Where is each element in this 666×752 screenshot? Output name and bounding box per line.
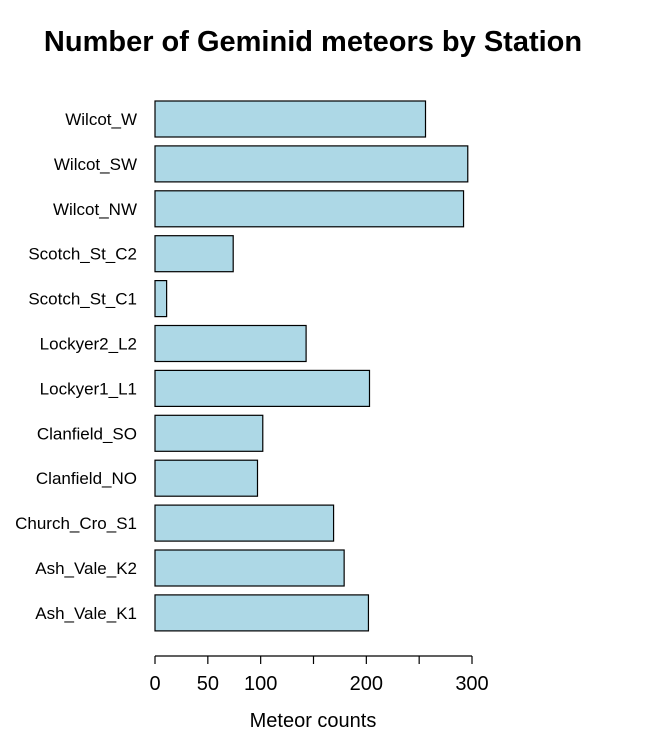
bar-lockyer1-l1 [154, 369, 371, 407]
category-label: Wilcot_W [65, 110, 137, 129]
category-label: Ash_Vale_K2 [35, 559, 137, 578]
x-tick-label: 50 [197, 673, 219, 695]
category-labels: Wilcot_W Wilcot_SW Wilcot_NW Scotch_St_C2 Sc… [15, 110, 137, 623]
category-label: Lockyer1_L1 [40, 379, 137, 398]
bar-clanfield-no [154, 459, 259, 497]
category-label: Scotch_St_C2 [28, 245, 137, 264]
bar-wilcot-nw [154, 190, 465, 228]
category-label: Scotch_St_C1 [28, 290, 137, 309]
category-label: Ash_Vale_K1 [35, 604, 137, 623]
bars-group [154, 100, 469, 632]
chart-title: Number of Geminid meteors by Station [44, 26, 582, 58]
x-axis-title: Meteor counts [250, 710, 377, 732]
bar-ash-vale-k1 [154, 594, 370, 632]
bar-lockyer2-l2 [154, 324, 307, 363]
bar-clanfield-so [154, 414, 264, 452]
bar-wilcot-w [154, 100, 427, 138]
x-tick-label: 200 [350, 673, 383, 695]
category-label: Clanfield_NO [36, 469, 137, 488]
category-label: Church_Cro_S1 [15, 514, 137, 533]
bar-church-cro-s1 [154, 504, 335, 542]
category-label: Clanfield_SO [37, 424, 137, 443]
bar-ash-vale-k2 [154, 549, 345, 587]
x-tick-label: 100 [244, 673, 277, 695]
x-axis: 0 50 100 200 300 [149, 655, 489, 695]
bar-scotch-st-c1 [154, 280, 168, 318]
x-tick-label: 0 [149, 673, 160, 695]
bar-wilcot-sw [154, 145, 469, 183]
bar-scotch-st-c2 [154, 235, 234, 273]
category-label: Lockyer2_L2 [40, 335, 137, 354]
category-label: Wilcot_NW [53, 200, 137, 219]
category-label: Wilcot_SW [54, 155, 137, 174]
x-tick-label: 300 [455, 673, 488, 695]
